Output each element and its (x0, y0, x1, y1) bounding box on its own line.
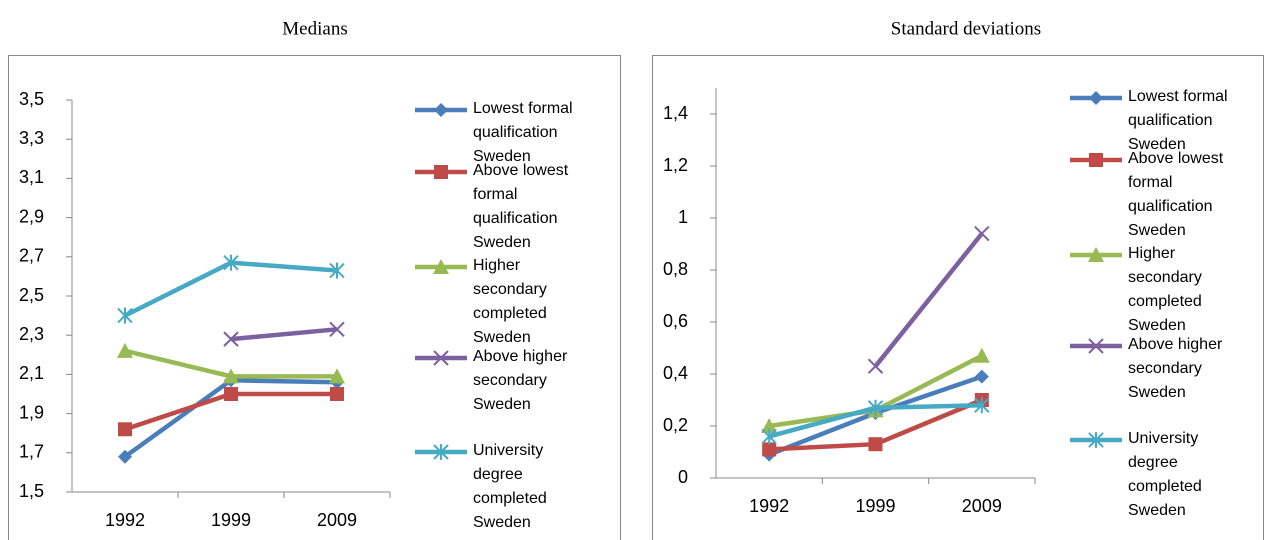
y-tick-label: 3,5 (19, 89, 44, 109)
x-tick-label: 1999 (211, 510, 251, 530)
x-tick-label: 1992 (105, 510, 145, 530)
y-tick-label: 0,4 (663, 363, 688, 383)
marker (329, 262, 345, 279)
y-tick-label: 0,8 (663, 259, 688, 279)
marker (867, 358, 884, 374)
y-tick-label: 1,4 (663, 103, 688, 123)
x-tick-label: 2009 (962, 496, 1002, 516)
y-tick-label: 1,9 (19, 402, 44, 422)
y-tick-label: 3,3 (19, 128, 44, 148)
marker (1089, 153, 1103, 167)
marker (433, 259, 449, 274)
marker (867, 399, 884, 416)
marker-stroke (1088, 338, 1104, 354)
marker (329, 321, 345, 338)
legend-label: Higher secondary completed Sweden (473, 257, 547, 346)
y-tick-label: 2,9 (19, 206, 44, 226)
legend-label: Above lowest formal qualification Sweden (1128, 150, 1224, 239)
marker (118, 422, 132, 437)
marker-stroke (974, 225, 990, 242)
marker-stroke (329, 321, 345, 338)
marker (761, 428, 777, 445)
marker (974, 369, 989, 384)
y-tick-label: 0,2 (663, 415, 688, 435)
chart-frame (8, 55, 621, 540)
y-tick-label: 2,5 (19, 285, 44, 305)
marker-stroke (433, 350, 449, 366)
y-tick-label: 1,7 (19, 442, 44, 462)
marker (762, 442, 777, 457)
marker (434, 103, 448, 117)
y-tick-label: 2,3 (19, 324, 44, 344)
legend-label: Above lowest formal qualification Sweden (473, 162, 569, 251)
y-tick-label: 1 (678, 207, 688, 227)
legend-label: Above higher secondary Sweden (1128, 336, 1223, 401)
marker (433, 444, 449, 460)
marker (330, 387, 344, 401)
y-tick-label: 2,1 (19, 363, 44, 383)
chart-title: Standard deviations (891, 18, 1041, 39)
marker (1088, 247, 1104, 262)
y-tick-label: 0 (678, 467, 688, 487)
y-tick-label: 2,7 (19, 246, 44, 266)
y-tick-label: 3,1 (19, 167, 44, 187)
legend-label: University degree completed Sweden (473, 442, 547, 531)
marker (1088, 338, 1104, 354)
legend-label: Above higher secondary Sweden (473, 348, 568, 413)
legend-label: Higher secondary completed Sweden (1128, 245, 1202, 334)
marker (434, 165, 448, 179)
marker (868, 437, 883, 452)
legend-label: Lowest formal qualification Sweden (473, 100, 573, 165)
marker (117, 342, 133, 358)
marker (223, 254, 239, 271)
marker (973, 347, 990, 363)
chart-title: Medians (282, 18, 347, 39)
marker (974, 225, 990, 242)
y-tick-label: 1,2 (663, 155, 688, 175)
marker-stroke (867, 358, 884, 374)
marker (761, 418, 778, 433)
marker (974, 397, 990, 414)
marker (223, 331, 239, 347)
marker (1088, 432, 1104, 448)
series-line (230, 327, 338, 342)
marker (223, 368, 239, 384)
marker (224, 387, 238, 401)
marker-stroke (223, 331, 239, 347)
x-tick-label: 1992 (749, 496, 789, 516)
y-tick-label: 1,5 (19, 481, 44, 501)
chart-frame (652, 55, 1264, 540)
marker (329, 368, 345, 384)
x-tick-label: 1999 (855, 496, 895, 516)
marker (1089, 91, 1103, 105)
legend-label: Lowest formal qualification Sweden (1128, 88, 1228, 153)
series-line (873, 232, 984, 368)
marker (117, 307, 133, 324)
marker (433, 350, 449, 366)
x-tick-label: 2009 (317, 510, 357, 530)
y-tick-label: 0,6 (663, 311, 688, 331)
legend-label: University degree completed Sweden (1128, 430, 1202, 519)
marker (118, 449, 132, 464)
